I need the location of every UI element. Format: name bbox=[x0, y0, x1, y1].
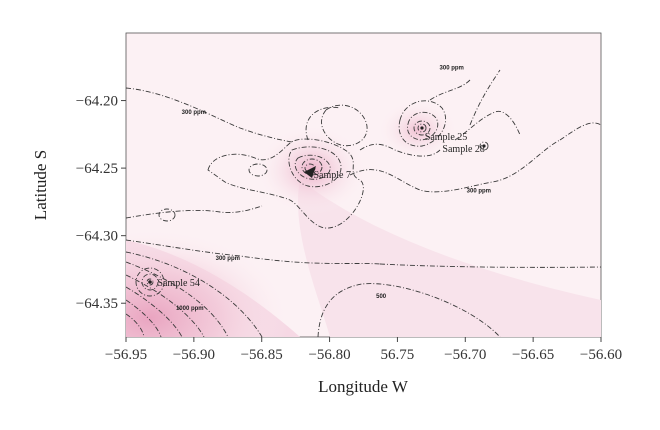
contour-value-label: 1000 ppm bbox=[176, 306, 204, 312]
sample-label: Sample 25 bbox=[425, 132, 468, 143]
contour-value-label: 300 ppm bbox=[216, 256, 240, 262]
x-tick-label: −56.80 bbox=[308, 347, 350, 363]
sample-7-marker bbox=[304, 166, 316, 178]
x-tick-label: −56.95 bbox=[105, 347, 147, 363]
sample-label: Sample 28 bbox=[442, 144, 485, 155]
contour-value-label: 300 ppm bbox=[440, 65, 464, 71]
sample-label: Sample 54 bbox=[157, 278, 200, 289]
sample-28-marker bbox=[482, 144, 486, 148]
y-tick-label: −64.25 bbox=[76, 161, 118, 177]
x-tick-label: −56.90 bbox=[173, 347, 215, 363]
y-tick-label: −64.35 bbox=[76, 296, 118, 312]
x-tick-label: −56.70 bbox=[444, 347, 486, 363]
contour-lines bbox=[126, 69, 601, 337]
x-tick-label: −56.65 bbox=[512, 347, 554, 363]
contour-value-label: 500 bbox=[376, 294, 387, 300]
x-tick-label: −56.60 bbox=[580, 347, 622, 363]
x-axis-title: Longitude W bbox=[318, 377, 409, 396]
contour-value-label: 300 ppm bbox=[467, 188, 491, 194]
contour-value-label: 300 ppm bbox=[182, 110, 206, 116]
sample-markers bbox=[148, 126, 486, 284]
x-tick-label: 56.75 bbox=[381, 347, 415, 363]
x-tick-label: −56.85 bbox=[241, 347, 283, 363]
y-axis-title: Latitude S bbox=[31, 150, 50, 220]
y-tick-label: −64.20 bbox=[76, 94, 118, 110]
sample-54-marker bbox=[148, 280, 152, 284]
sample-label: Sample 7 bbox=[314, 170, 352, 181]
y-tick-label: −64.30 bbox=[76, 229, 118, 245]
sample-25-marker bbox=[420, 126, 424, 130]
